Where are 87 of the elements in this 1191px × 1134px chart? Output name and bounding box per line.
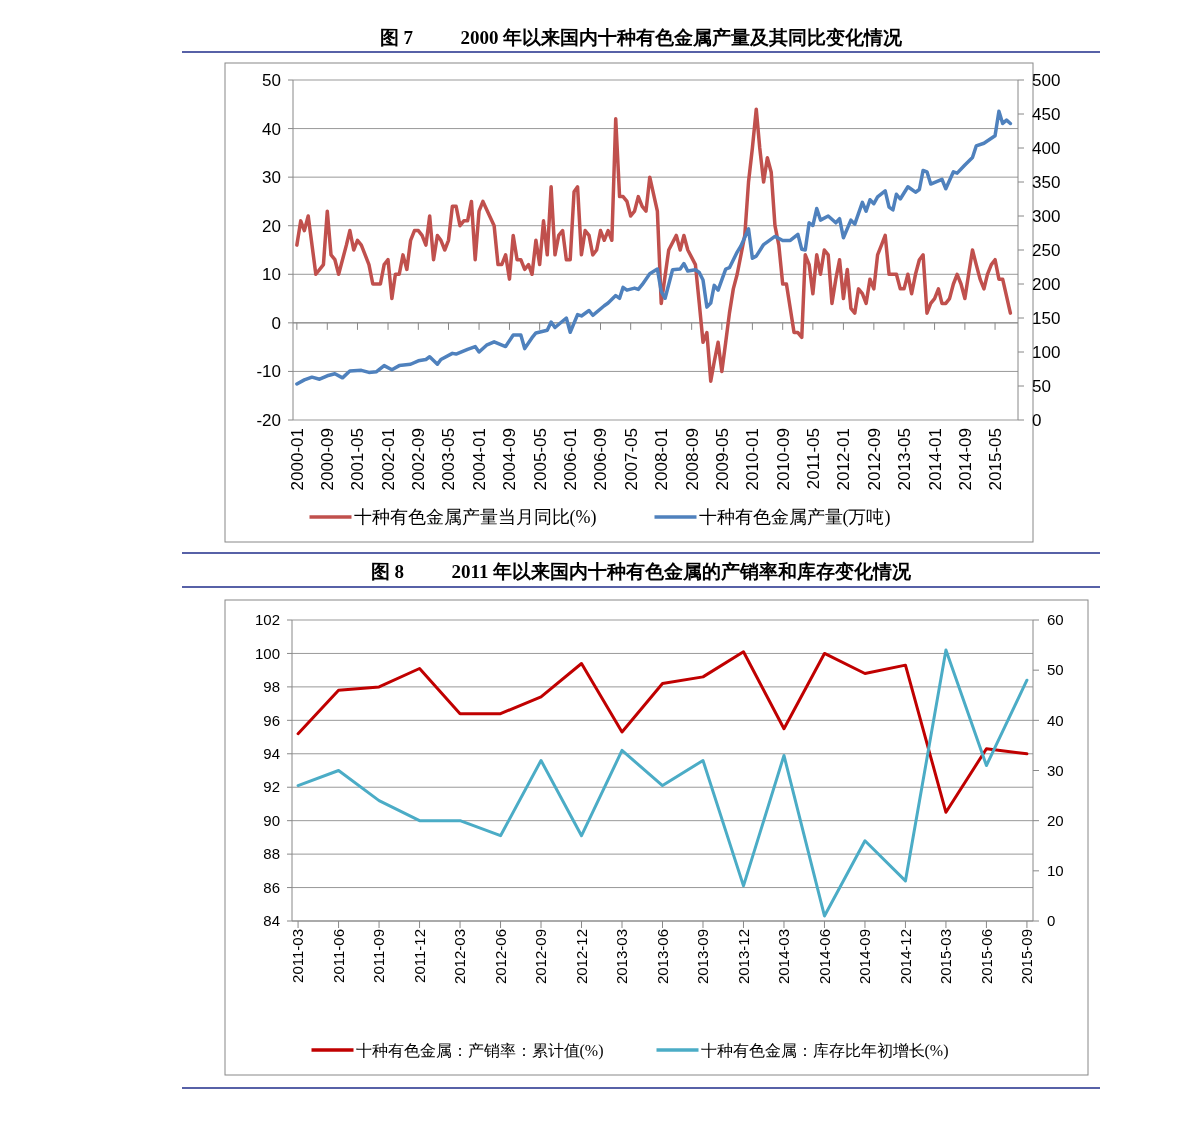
- x-tick-label: 2008-01: [652, 428, 672, 491]
- x-tick-label: 2006-09: [591, 428, 611, 491]
- x-tick-label: 2012-03: [451, 929, 469, 985]
- y-tick-label: -10: [256, 362, 281, 382]
- y-tick-label: 96: [263, 711, 280, 729]
- legend-label: 十种有色金属：产销率：累计值(%): [355, 1041, 604, 1060]
- x-tick-label: 2012-12: [572, 929, 590, 985]
- x-tick-label: 2011-05: [803, 428, 823, 490]
- y-tick-label: 0: [271, 313, 281, 333]
- x-tick-label: 2008-09: [682, 428, 702, 491]
- y2-tick-label: 200: [1032, 274, 1061, 294]
- line-series: [296, 648, 1029, 918]
- x-tick-label: 2015-03: [937, 929, 955, 985]
- x-tick-label: 2005-05: [530, 428, 550, 491]
- y2-tick-label: 30: [1047, 761, 1064, 779]
- y2-tick-label: 0: [1047, 912, 1056, 930]
- y-tick-label: 92: [263, 778, 280, 796]
- legend-label: 十种有色金属：库存比年初增长(%): [700, 1041, 949, 1060]
- y-tick-label: -20: [256, 410, 281, 430]
- y2-tick-label: 0: [1032, 410, 1042, 430]
- x-tick-label: 2013-09: [694, 929, 712, 985]
- x-tick-label: 2014-03: [775, 929, 793, 985]
- y-tick-label: 86: [263, 878, 280, 896]
- x-tick-label: 2014-12: [896, 929, 914, 985]
- y2-tick-label: 350: [1032, 172, 1061, 192]
- y2-tick-label: 300: [1032, 206, 1061, 226]
- y2-tick-label: 20: [1047, 811, 1064, 829]
- x-tick-label: 2012-06: [491, 929, 509, 985]
- line-series: [296, 650, 1029, 814]
- x-tick-label: 2012-09: [532, 929, 550, 985]
- x-tick-label: 2013-06: [653, 929, 671, 985]
- y2-tick-label: 250: [1032, 240, 1061, 260]
- legend-label: 十种有色金属产量当月同比(%): [353, 507, 597, 529]
- legend-label: 十种有色金属产量(万吨): [698, 507, 891, 529]
- x-tick-label: 2004-01: [470, 428, 489, 491]
- x-tick-label: 2002-09: [409, 428, 429, 491]
- x-tick-label: 2013-05: [894, 428, 914, 491]
- x-tick-label: 2007-05: [621, 428, 641, 491]
- y2-tick-label: 50: [1032, 376, 1051, 396]
- y-tick-label: 84: [263, 912, 280, 930]
- y2-tick-label: 40: [1047, 711, 1064, 729]
- x-tick-label: 2015-05: [986, 428, 1006, 491]
- y-tick-label: 40: [262, 119, 281, 139]
- x-tick-label: 2014-09: [955, 428, 975, 491]
- x-tick-label: 2014-06: [815, 929, 833, 985]
- x-tick-label: 2002-01: [378, 428, 398, 491]
- x-tick-label: 2015-09: [1018, 929, 1036, 985]
- x-tick-label: 2010-01: [743, 428, 763, 491]
- y-tick-label: 100: [254, 644, 280, 662]
- x-tick-label: 2011-03: [289, 929, 307, 983]
- x-tick-label: 2011-06: [329, 929, 347, 983]
- y-tick-label: 90: [263, 811, 280, 829]
- x-tick-label: 2009-05: [712, 428, 732, 491]
- x-tick-label: 2013-12: [734, 929, 752, 985]
- x-tick-label: 2011-09: [370, 929, 388, 983]
- x-tick-label: 2006-01: [561, 428, 581, 491]
- x-tick-label: 2000-09: [318, 428, 338, 491]
- x-tick-label: 2000-01: [287, 428, 307, 491]
- y2-tick-label: 450: [1032, 104, 1061, 124]
- y-tick-label: 98: [263, 678, 280, 696]
- x-tick-label: 2010-09: [773, 428, 793, 491]
- y2-tick-label: 150: [1032, 308, 1061, 328]
- y2-tick-label: 400: [1032, 138, 1061, 158]
- y2-tick-label: 10: [1047, 862, 1064, 880]
- y-tick-label: 10: [262, 265, 281, 285]
- x-tick-label: 2011-12: [410, 929, 428, 983]
- x-tick-label: 2013-03: [613, 929, 631, 985]
- y-tick-label: 102: [254, 611, 280, 629]
- y-tick-label: 30: [262, 168, 281, 188]
- y-tick-label: 20: [262, 216, 281, 236]
- y-tick-label: 88: [263, 845, 280, 863]
- y-tick-label: 94: [263, 745, 280, 763]
- x-tick-label: 2003-05: [439, 428, 459, 491]
- x-tick-label: 2014-09: [856, 929, 874, 985]
- x-tick-label: 2001-05: [348, 428, 368, 491]
- chart-title: 图 8 2011 年以来国内十种有色金属的产销率和库存变化情况: [370, 561, 913, 582]
- y2-tick-label: 100: [1032, 342, 1061, 362]
- y2-tick-label: 60: [1047, 611, 1064, 629]
- chart-title: 图 7 2000 年以来国内十种有色金属产量及其同比变化情况: [379, 27, 904, 48]
- x-tick-label: 2004-09: [500, 428, 520, 491]
- x-tick-label: 2015-06: [977, 929, 995, 985]
- x-tick-label: 2014-01: [925, 428, 945, 491]
- y-tick-label: 50: [262, 70, 281, 90]
- y2-tick-label: 50: [1047, 661, 1064, 679]
- x-tick-label: 2012-01: [834, 428, 854, 491]
- y2-tick-label: 500: [1032, 70, 1061, 90]
- x-tick-label: 2012-09: [864, 428, 884, 491]
